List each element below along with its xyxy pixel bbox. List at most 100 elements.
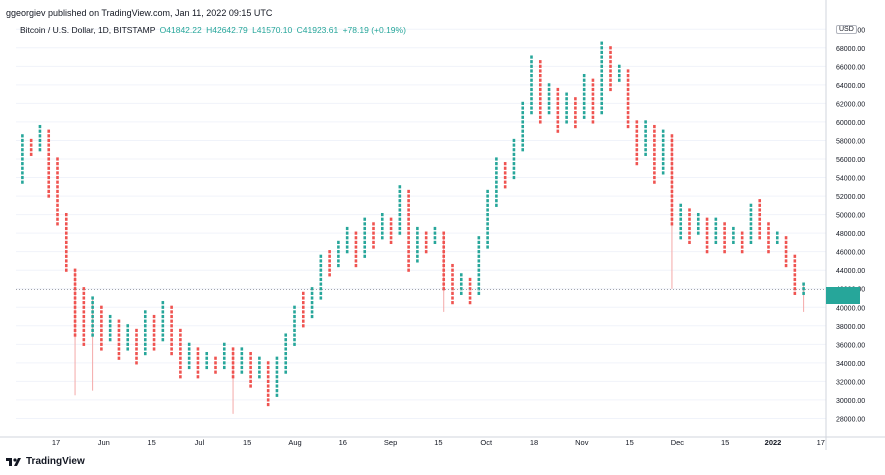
o-marker bbox=[503, 175, 507, 180]
y-tick-label: 46000.00 bbox=[836, 250, 865, 257]
o-marker bbox=[117, 347, 121, 351]
o-marker bbox=[354, 231, 358, 235]
x-marker bbox=[582, 101, 586, 105]
x-marker bbox=[617, 69, 621, 73]
x-marker bbox=[679, 236, 683, 240]
x-marker bbox=[345, 226, 349, 231]
o-marker bbox=[723, 231, 726, 235]
x-marker bbox=[661, 171, 665, 175]
o-marker bbox=[609, 64, 612, 68]
o-marker bbox=[574, 111, 577, 115]
o-marker bbox=[609, 83, 612, 87]
x-marker bbox=[459, 273, 463, 277]
x-tick-label: 2022 bbox=[765, 438, 782, 447]
o-marker bbox=[468, 287, 472, 291]
o-marker bbox=[73, 268, 77, 272]
o-marker bbox=[705, 250, 709, 254]
x-marker bbox=[530, 111, 533, 115]
o-marker bbox=[626, 111, 630, 115]
o-marker bbox=[29, 143, 33, 147]
x-marker bbox=[477, 287, 481, 291]
x-marker bbox=[714, 231, 718, 235]
x-marker bbox=[293, 342, 296, 346]
x-marker bbox=[380, 217, 384, 221]
o-marker bbox=[451, 287, 454, 291]
x-marker bbox=[398, 199, 402, 203]
o-marker bbox=[503, 162, 507, 166]
o-marker bbox=[56, 194, 59, 198]
o-marker bbox=[767, 245, 770, 249]
low-label: L bbox=[252, 25, 257, 35]
o-marker bbox=[688, 217, 691, 221]
open-value: 41842.22 bbox=[166, 25, 202, 35]
o-marker bbox=[442, 236, 446, 240]
last-price-badge bbox=[826, 287, 860, 304]
x-marker bbox=[582, 111, 586, 115]
o-marker bbox=[758, 236, 762, 240]
o-marker bbox=[793, 268, 797, 272]
x-marker bbox=[91, 314, 94, 319]
o-marker bbox=[47, 166, 51, 170]
x-marker bbox=[143, 328, 147, 333]
o-marker bbox=[152, 342, 156, 346]
x-marker bbox=[495, 157, 498, 161]
o-marker bbox=[407, 245, 410, 249]
x-marker bbox=[459, 282, 463, 286]
x-marker bbox=[530, 60, 533, 64]
o-marker bbox=[626, 69, 630, 73]
x-marker bbox=[205, 365, 209, 370]
o-marker bbox=[591, 97, 595, 101]
o-marker bbox=[556, 101, 560, 105]
o-marker bbox=[152, 328, 156, 333]
o-marker bbox=[152, 319, 156, 323]
x-marker bbox=[319, 268, 323, 272]
o-marker bbox=[626, 78, 630, 82]
o-marker bbox=[135, 328, 138, 333]
x-marker bbox=[530, 64, 533, 68]
o-marker bbox=[653, 162, 656, 166]
x-marker bbox=[600, 46, 604, 50]
x-marker bbox=[284, 356, 288, 360]
x-marker bbox=[91, 305, 94, 309]
o-marker bbox=[670, 143, 674, 147]
x-marker bbox=[565, 115, 568, 119]
x-marker bbox=[486, 231, 489, 235]
x-marker bbox=[565, 111, 568, 115]
o-marker bbox=[538, 115, 542, 119]
o-marker bbox=[56, 162, 59, 166]
x-marker bbox=[547, 83, 551, 87]
currency-button[interactable]: USD bbox=[836, 25, 857, 34]
o-marker bbox=[100, 319, 103, 323]
o-marker bbox=[73, 291, 77, 295]
o-marker bbox=[117, 319, 121, 323]
footer-brand[interactable]: TradingView bbox=[6, 456, 85, 467]
low-value: 41570.10 bbox=[256, 25, 293, 35]
o-marker bbox=[64, 213, 68, 217]
x-marker bbox=[495, 199, 498, 203]
x-marker bbox=[310, 287, 314, 291]
o-marker bbox=[767, 240, 770, 244]
o-marker bbox=[100, 324, 103, 328]
o-marker bbox=[442, 268, 446, 272]
x-marker bbox=[205, 352, 209, 356]
o-marker bbox=[723, 245, 726, 249]
o-marker bbox=[64, 245, 68, 249]
o-marker bbox=[688, 213, 691, 217]
o-marker bbox=[574, 115, 577, 119]
x-marker bbox=[416, 245, 419, 249]
o-marker bbox=[56, 189, 59, 194]
x-marker bbox=[380, 213, 384, 217]
o-marker bbox=[688, 226, 691, 231]
x-marker bbox=[732, 236, 735, 240]
o-marker bbox=[301, 324, 305, 328]
o-marker bbox=[82, 291, 86, 295]
o-marker bbox=[328, 268, 331, 272]
x-marker bbox=[530, 92, 533, 96]
x-marker bbox=[240, 352, 244, 356]
x-marker bbox=[749, 236, 753, 240]
x-marker bbox=[661, 138, 665, 143]
o-marker bbox=[82, 314, 86, 319]
x-marker bbox=[696, 222, 700, 226]
